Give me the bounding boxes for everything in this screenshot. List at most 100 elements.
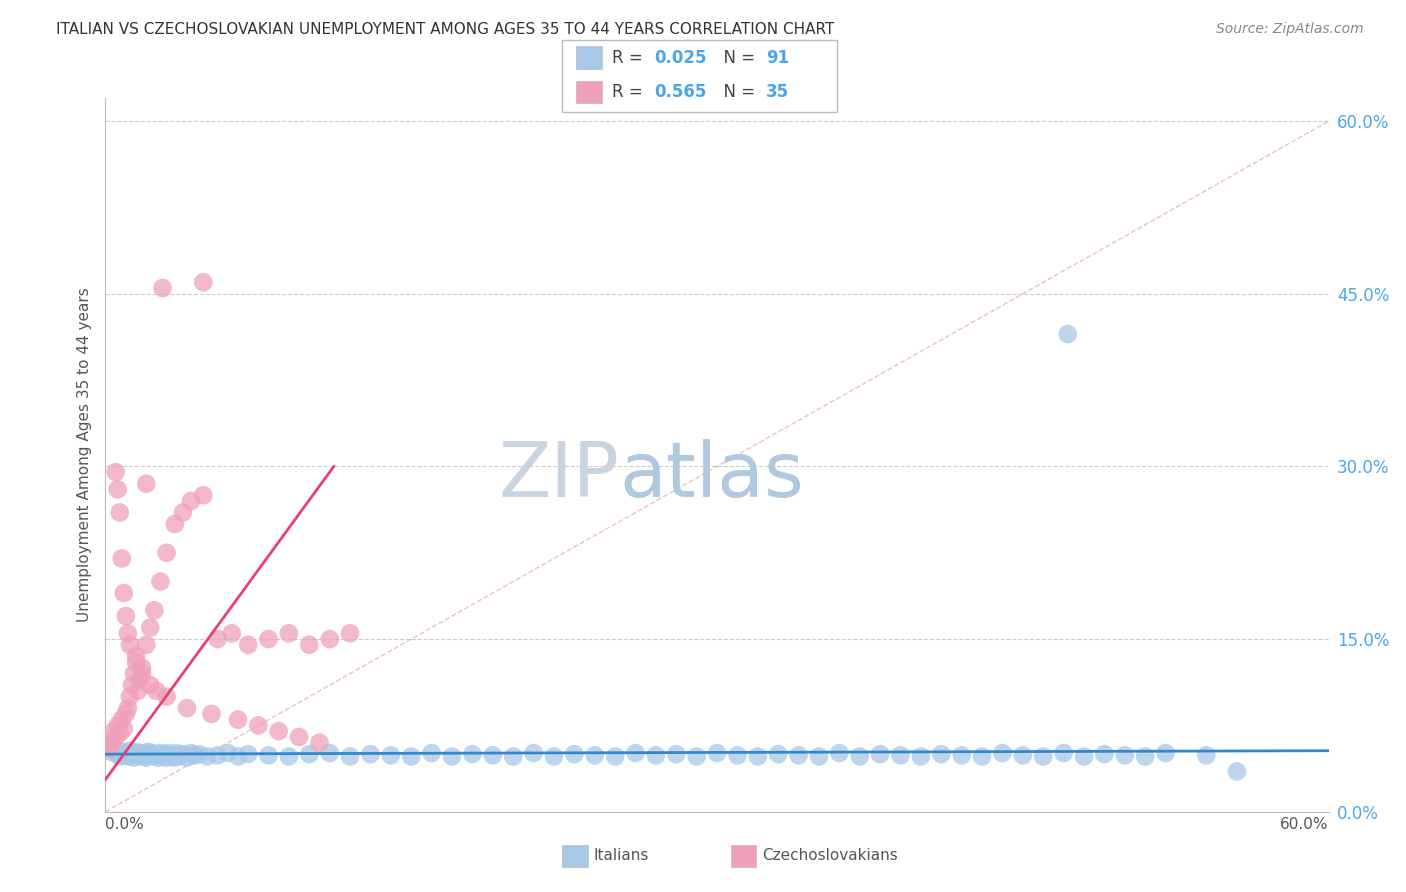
Point: [184, 748, 207, 763]
Point: [148, 750, 170, 764]
Point: [163, 516, 186, 531]
Point: [931, 747, 953, 761]
Point: [100, 736, 122, 750]
Point: [180, 494, 202, 508]
Point: [193, 275, 215, 289]
Point: [991, 746, 1014, 760]
Point: [121, 678, 143, 692]
Point: [1012, 748, 1035, 763]
Point: [849, 749, 872, 764]
Point: [125, 649, 148, 664]
Point: [112, 748, 135, 763]
Point: [122, 666, 145, 681]
Point: [1154, 746, 1177, 760]
Point: [441, 749, 464, 764]
Point: [247, 718, 270, 732]
Point: [288, 730, 311, 744]
Point: [152, 749, 174, 764]
Point: [380, 748, 402, 763]
Point: [163, 750, 186, 764]
Point: [298, 747, 321, 761]
Point: [139, 678, 162, 692]
Point: [278, 626, 301, 640]
Point: [121, 747, 143, 761]
Point: [188, 747, 211, 761]
Point: [134, 747, 156, 761]
Point: [236, 638, 260, 652]
Point: [318, 632, 342, 646]
Point: [143, 603, 166, 617]
Point: [207, 632, 229, 646]
Point: [131, 666, 153, 681]
Point: [200, 706, 222, 721]
Point: [1133, 749, 1156, 764]
Point: [117, 626, 139, 640]
Text: 35: 35: [766, 83, 789, 101]
Point: [787, 748, 810, 763]
Point: [152, 281, 174, 295]
Point: [139, 748, 162, 763]
Point: [1052, 746, 1074, 760]
Y-axis label: Unemployment Among Ages 35 to 44 years: Unemployment Among Ages 35 to 44 years: [76, 287, 91, 623]
Point: [125, 655, 148, 669]
Point: [117, 749, 139, 764]
Point: [624, 746, 647, 760]
Point: [217, 746, 239, 760]
Point: [159, 749, 181, 764]
Point: [117, 701, 139, 715]
Point: [890, 748, 912, 763]
Text: 60.0%: 60.0%: [1281, 817, 1329, 832]
Point: [339, 749, 361, 764]
Point: [970, 749, 993, 764]
Point: [172, 506, 194, 520]
Point: [108, 749, 131, 764]
Point: [115, 609, 138, 624]
Text: Czechoslovakians: Czechoslovakians: [762, 848, 898, 863]
Point: [167, 749, 190, 764]
Text: Italians: Italians: [593, 848, 648, 863]
Point: [107, 747, 129, 761]
Point: [502, 749, 524, 764]
Point: [103, 724, 125, 739]
Text: N =: N =: [713, 48, 761, 67]
Point: [257, 748, 280, 763]
Point: [910, 749, 932, 764]
Point: [111, 713, 134, 727]
Point: [1092, 747, 1115, 761]
Point: [543, 749, 565, 764]
Point: [118, 690, 141, 704]
Point: [145, 684, 167, 698]
Point: [869, 747, 891, 761]
Point: [226, 749, 249, 764]
Point: [257, 632, 280, 646]
Point: [125, 745, 148, 759]
Text: ITALIAN VS CZECHOSLOVAKIAN UNEMPLOYMENT AMONG AGES 35 TO 44 YEARS CORRELATION CH: ITALIAN VS CZECHOSLOVAKIAN UNEMPLOYMENT …: [56, 22, 835, 37]
Point: [108, 506, 131, 520]
Point: [156, 546, 179, 560]
Point: [145, 747, 167, 761]
Point: [135, 638, 157, 652]
Point: [727, 748, 749, 763]
Point: [950, 748, 973, 763]
Point: [172, 747, 194, 761]
Text: 0.565: 0.565: [654, 83, 706, 101]
Point: [298, 638, 321, 652]
Point: [139, 621, 162, 635]
Point: [605, 749, 627, 764]
Point: [828, 746, 851, 760]
Point: [156, 690, 179, 704]
Point: [308, 736, 330, 750]
Point: [420, 746, 443, 760]
Text: 0.0%: 0.0%: [105, 817, 145, 832]
Point: [104, 465, 127, 479]
Text: atlas: atlas: [619, 440, 804, 513]
Point: [129, 673, 152, 687]
Point: [100, 745, 122, 759]
Point: [1226, 764, 1249, 779]
Point: [149, 746, 172, 760]
Point: [115, 706, 138, 721]
Point: [135, 476, 157, 491]
Point: [149, 574, 172, 589]
Text: R =: R =: [612, 48, 648, 67]
Point: [111, 745, 134, 759]
